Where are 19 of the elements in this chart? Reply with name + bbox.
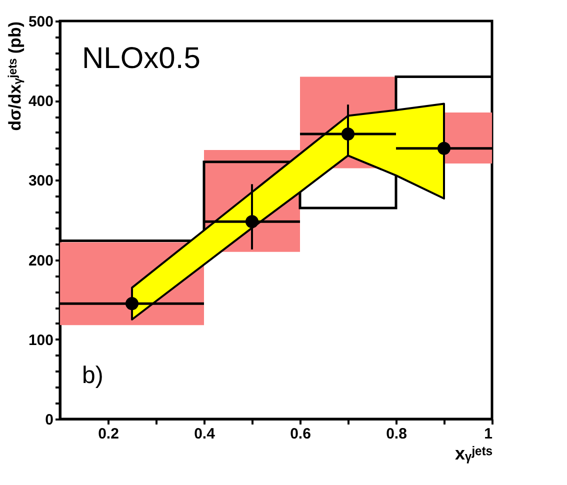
- x-tick-label: 0.2: [98, 426, 119, 442]
- y-tick-label: 400: [28, 93, 54, 110]
- point: [437, 142, 451, 155]
- x-tick-label: 0.6: [290, 426, 311, 442]
- y-tick-label: 100: [28, 332, 54, 349]
- y-tick-label: 500: [28, 14, 54, 30]
- annotation: b): [82, 362, 104, 389]
- point: [245, 215, 259, 228]
- annotation: NLOx0.5: [82, 42, 200, 75]
- point: [341, 128, 355, 141]
- x-tick-label: 1: [484, 426, 492, 442]
- y-axis-title: dσ/dxᵧʲᵉᵗˢ (pb): [5, 22, 24, 131]
- x-axis-title: xᵧʲᵉᵗˢ: [455, 444, 493, 464]
- y-tick-label: 200: [28, 252, 54, 270]
- x-tick-label: 0.8: [386, 426, 407, 442]
- y-tick-label: 0: [45, 412, 54, 428]
- point: [125, 297, 139, 310]
- x-tick-label: 0.4: [194, 426, 216, 442]
- y-tick-label: 300: [28, 172, 54, 190]
